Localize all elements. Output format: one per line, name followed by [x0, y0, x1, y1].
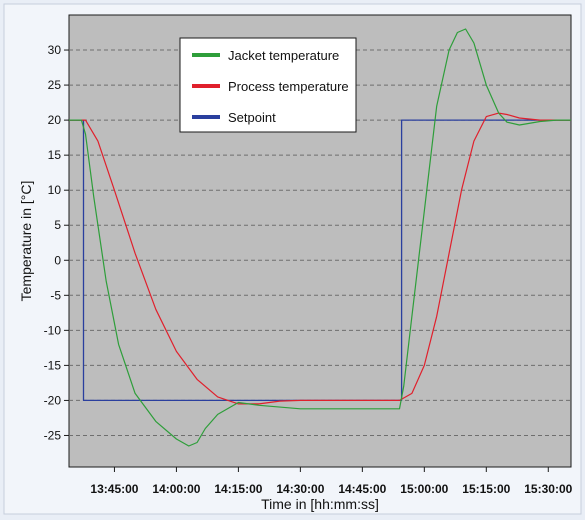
legend-label-setpoint: Setpoint — [228, 110, 276, 125]
x-tick-label: 15:00:00 — [400, 482, 448, 496]
x-tick-label: 14:30:00 — [276, 482, 324, 496]
series-layer — [69, 28, 571, 447]
y-tick-label: -10 — [44, 323, 62, 337]
y-tick-label: 15 — [48, 148, 62, 162]
y-axis-ticks: 30 25 20 15 10 5 0 -5 -10 -15 -20 -25 — [44, 43, 69, 442]
y-tick-label: 10 — [48, 183, 62, 197]
y-tick-label: -25 — [44, 428, 62, 442]
y-tick-label: 25 — [48, 78, 62, 92]
y-tick-label: 20 — [48, 113, 62, 127]
series-line-process-temperature — [69, 112, 571, 405]
x-axis-ticks: 13:45:00 14:00:00 14:15:00 14:30:00 14:45:00… — [90, 467, 573, 496]
x-axis-title: Time in [hh:mm:ss] — [261, 496, 379, 512]
x-tick-label: 14:00:00 — [152, 482, 200, 496]
legend: Jacket temperature Process temperature Set… — [179, 37, 357, 133]
x-tick-label: 14:45:00 — [338, 482, 386, 496]
y-tick-label: 0 — [54, 253, 61, 267]
y-tick-label: 5 — [54, 218, 61, 232]
y-axis-title: Temperature in [°C] — [18, 181, 34, 302]
x-tick-label: 13:45:00 — [90, 482, 138, 496]
y-tick-label: -15 — [44, 358, 62, 372]
legend-label-process-temperature: Process temperature — [228, 79, 349, 94]
series-line-jacket-temperature — [69, 28, 571, 447]
y-tick-label: -5 — [50, 288, 61, 302]
x-tick-label: 14:15:00 — [214, 482, 262, 496]
y-tick-label: -20 — [44, 393, 62, 407]
x-tick-label: 15:30:00 — [524, 482, 572, 496]
legend-label-jacket-temperature: Jacket temperature — [228, 48, 339, 63]
y-tick-label: 30 — [48, 43, 62, 57]
x-tick-label: 15:15:00 — [462, 482, 510, 496]
